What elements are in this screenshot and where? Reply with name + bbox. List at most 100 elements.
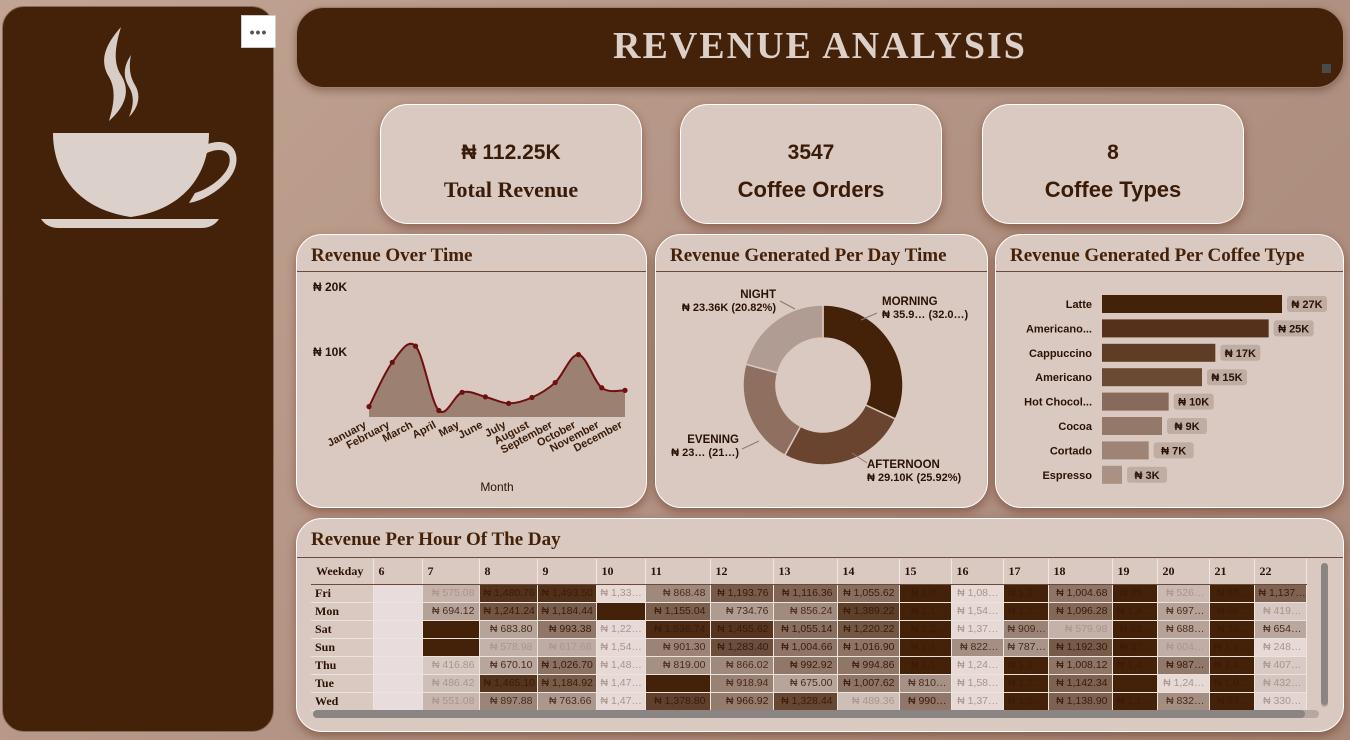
heatmap-cell[interactable]: ₦ 1,016.90 [837, 638, 900, 657]
heatmap-cell[interactable]: ₦ 37… [1112, 638, 1158, 657]
heatmap-cell[interactable]: ₦ 1,54… [596, 638, 646, 657]
column-header-20[interactable]: 20 [1157, 559, 1210, 585]
heatmap-cell[interactable]: ₦ 987… [1157, 656, 1210, 675]
heatmap-cell[interactable]: ₦ 787… [1003, 638, 1049, 657]
heatmap-cell[interactable]: ₦ 1,1… [899, 602, 952, 621]
heatmap-cell[interactable]: ₦ 1,055.62 [837, 584, 900, 603]
heatmap-cell[interactable]: ₦ 1,47… [596, 692, 646, 711]
heatmap-cell[interactable]: ₦ 763.66 [537, 692, 597, 711]
heatmap-cell[interactable]: ₦ 1,08… [951, 584, 1004, 603]
vertical-scrollbar[interactable] [1321, 563, 1328, 705]
heatmap-cell[interactable]: ₦ 675.00 [773, 674, 838, 693]
more-options-button[interactable]: ••• [241, 15, 276, 48]
heatmap-cell[interactable]: ₦ 1,54… [951, 602, 1004, 621]
heatmap-cell[interactable]: ₦ 1,22… [596, 620, 646, 639]
heatmap-cell[interactable]: ₦ 868.48 [645, 584, 711, 603]
heatmap-cell[interactable]: ₦ 1,493.50 [537, 584, 597, 603]
heatmap-cell[interactable]: ₦ 63… [1112, 620, 1158, 639]
heatmap-cell[interactable]: ₦ 1,4… [1209, 656, 1255, 675]
heatmap-cell[interactable]: ₦ 1,2… [899, 620, 952, 639]
heatmap-cell[interactable]: ₦ 1,4… [1112, 602, 1158, 621]
heatmap-cell[interactable]: ₦ 578.98 [479, 638, 538, 657]
heatmap-cell[interactable]: ₦ 1,007.62 [837, 674, 900, 693]
heatmap-cell[interactable]: ₦ 89… [1112, 584, 1158, 603]
column-header-16[interactable]: 16 [951, 559, 1004, 585]
heatmap-cell[interactable]: ₦ 1,192.30 [1048, 638, 1113, 657]
heatmap-cell[interactable]: ₦ 1,33… [596, 584, 646, 603]
column-header-14[interactable]: 14 [837, 559, 900, 585]
heatmap-cell[interactable] [373, 638, 423, 657]
focus-mode-icon[interactable] [1322, 64, 1331, 73]
column-header-18[interactable]: 18 [1048, 559, 1113, 585]
heatmap-cell[interactable]: ₦ 486.42 [422, 674, 480, 693]
column-header-22[interactable]: 22 [1254, 559, 1307, 585]
heatmap-cell[interactable] [1112, 674, 1158, 693]
heatmap-cell[interactable]: ₦ 856.24 [773, 602, 838, 621]
heatmap-cell[interactable]: ₦ 1,1… [1209, 638, 1255, 657]
column-header-15[interactable]: 15 [899, 559, 952, 585]
heatmap-cell[interactable]: ₦ 416.86 [422, 656, 480, 675]
heatmap-cell[interactable]: ₦ 579.98 [1048, 620, 1113, 639]
heatmap-cell[interactable]: ₦ 866.02 [710, 656, 774, 675]
heatmap-cell[interactable]: ₦ 1,193.76 [710, 584, 774, 603]
heatmap-cell[interactable] [373, 692, 423, 711]
heatmap-cell[interactable]: ₦ 1,455.62 [710, 620, 774, 639]
heatmap-cell[interactable]: ₦ 1,0… [899, 584, 952, 603]
heatmap-cell[interactable]: ₦ 1,220.22 [837, 620, 900, 639]
heatmap-cell[interactable]: ₦ 575.08 [422, 584, 480, 603]
heatmap-cell[interactable]: ₦ 1,004.68 [1048, 584, 1113, 603]
heatmap-cell[interactable]: ₦ 1,1… [1003, 656, 1049, 675]
heatmap-cell[interactable] [645, 674, 711, 693]
heatmap-cell[interactable]: ₦ 1,24… [1157, 674, 1210, 693]
heatmap-cell[interactable]: ₦ 1,283.40 [710, 638, 774, 657]
column-header-10[interactable]: 10 [596, 559, 646, 585]
heatmap-cell[interactable]: ₦ 694.12 [422, 602, 480, 621]
heatmap-cell[interactable]: ₦ 1,184.44 [537, 602, 597, 621]
heatmap-cell[interactable]: ₦ 901.30 [645, 638, 711, 657]
heatmap-cell[interactable]: ₦ 1,328.44 [773, 692, 838, 711]
column-header-11[interactable]: 11 [645, 559, 711, 585]
heatmap-cell[interactable]: ₦ 734.76 [710, 602, 774, 621]
heatmap-cell[interactable]: ₦ 990… [899, 692, 952, 711]
heatmap-cell[interactable]: ₦ 670.10 [479, 656, 538, 675]
heatmap-cell[interactable]: ₦ 489.36 [837, 692, 900, 711]
heatmap-cell[interactable]: ₦ 822… [951, 638, 1004, 657]
heatmap-cell[interactable]: ₦ 1,1… [899, 656, 952, 675]
heatmap-cell[interactable]: ₦ 1,4… [1112, 656, 1158, 675]
heatmap-cell[interactable]: ₦ 1,47… [596, 674, 646, 693]
heatmap-cell[interactable] [373, 620, 423, 639]
heatmap-cell[interactable] [373, 584, 423, 603]
heatmap-cell[interactable] [373, 656, 423, 675]
heatmap-cell[interactable]: ₦ 994.86 [837, 656, 900, 675]
heatmap-cell[interactable]: ₦ 1,1… [899, 638, 952, 657]
heatmap-cell[interactable]: ₦ 992.92 [773, 656, 838, 675]
heatmap-cell[interactable]: ₦ 1,116.36 [773, 584, 838, 603]
heatmap-cell[interactable]: ₦ 918.94 [710, 674, 774, 693]
heatmap-cell[interactable] [373, 674, 423, 693]
heatmap-cell[interactable]: ₦ 330… [1254, 692, 1307, 711]
heatmap-cell[interactable]: ₦ 55… [1209, 584, 1255, 603]
heatmap-cell[interactable]: ₦ 897.88 [479, 692, 538, 711]
column-header-19[interactable]: 19 [1112, 559, 1158, 585]
column-header-9[interactable]: 9 [537, 559, 597, 585]
heatmap-cell[interactable]: ₦ 810… [899, 674, 952, 693]
heatmap-cell[interactable] [422, 638, 480, 657]
heatmap-cell[interactable]: ₦ 1,138.90 [1048, 692, 1113, 711]
heatmap-cell[interactable]: ₦ 407… [1254, 656, 1307, 675]
heatmap-cell[interactable]: ₦ 617.68 [537, 638, 597, 657]
column-header-12[interactable]: 12 [710, 559, 774, 585]
column-header-8[interactable]: 8 [479, 559, 538, 585]
heatmap-cell[interactable]: ₦ 1,1… [1112, 692, 1158, 711]
heatmap-cell[interactable]: ₦ 1,004.66 [773, 638, 838, 657]
heatmap-cell[interactable]: ₦ 1,142.34 [1048, 674, 1113, 693]
heatmap-cell[interactable]: ₦ 1,48… [596, 656, 646, 675]
heatmap-matrix[interactable]: Weekday 6 7 8 9 10 11 12 13 14 15 16 17 18 19 20 21 22 Fri… [311, 559, 1321, 717]
heatmap-cell[interactable]: ₦ 1,536.74 [645, 620, 711, 639]
heatmap-cell[interactable]: ₦ 1,465.10 [479, 674, 538, 693]
heatmap-cell[interactable]: ₦ 526… [1157, 584, 1210, 603]
heatmap-cell[interactable]: ₦ 1,026.70 [537, 656, 597, 675]
heatmap-cell[interactable]: ₦ 1,389.22 [837, 602, 900, 621]
heatmap-cell[interactable]: ₦ 248… [1254, 638, 1307, 657]
heatmap-cell[interactable]: ₦ 1,137… [1254, 584, 1307, 603]
heatmap-cell[interactable]: ₦ 1,055.14 [773, 620, 838, 639]
